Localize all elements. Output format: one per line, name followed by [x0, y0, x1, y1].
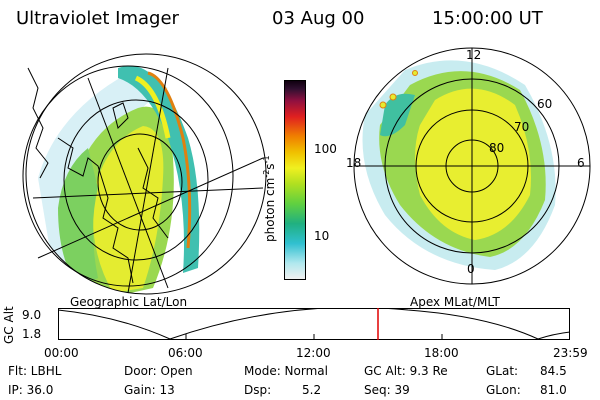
time-tick-0600: 06:00 — [168, 346, 203, 360]
dsp-value: 5.2 — [302, 383, 322, 397]
unit-mid: s — [263, 163, 277, 170]
dsp-label: Dsp: — [244, 383, 272, 397]
unit-exp1: -2 — [262, 169, 271, 178]
image-date: 03 Aug 00 — [272, 8, 365, 29]
time-tick-1800: 18:00 — [424, 346, 459, 360]
time-tick-1200: 12:00 — [296, 346, 331, 360]
mlat-label-60: 60 — [537, 97, 553, 111]
mlat-label-80: 80 — [489, 141, 505, 155]
mlt-label-18: 18 — [346, 156, 362, 170]
gain-readout: Gain: 13 — [124, 383, 175, 397]
altitude-timeline — [58, 308, 570, 340]
instrument-title: Ultraviolet Imager — [16, 8, 179, 29]
door-readout: Door: Open — [124, 364, 193, 378]
filter-readout: Flt: LBHL — [8, 364, 62, 378]
glat-value: 84.5 — [540, 364, 567, 378]
colorbar-unit-label: photon cm-2s-1 — [262, 155, 277, 242]
time-tick-0000: 00:00 — [44, 346, 79, 360]
colorbar-tick-10: 10 — [314, 229, 330, 243]
image-time: 15:00:00 UT — [432, 8, 543, 29]
mlt-label-0: 0 — [467, 262, 475, 276]
geographic-caption: Geographic Lat/Lon — [70, 295, 188, 309]
mlat-label-70: 70 — [514, 120, 530, 134]
seq-readout: Seq: 39 — [364, 383, 410, 397]
mlt-label-12: 12 — [466, 48, 482, 62]
apex-caption: Apex MLat/MLT — [410, 295, 500, 309]
altitude-ytick-low: 1.8 — [22, 327, 42, 341]
glon-value: 81.0 — [540, 383, 567, 397]
time-tick-2359: 23:59 — [553, 346, 588, 360]
intensity-colorbar — [284, 80, 306, 280]
geographic-image — [22, 53, 267, 295]
unit-exp2: -1 — [262, 155, 271, 164]
altitude-ytick-high: 9.0 — [22, 308, 42, 322]
glat-label: GLat: — [486, 364, 519, 378]
gc-alt-readout: GC Alt: 9.3 Re — [364, 364, 448, 378]
colorbar-tick-100: 100 — [314, 142, 337, 156]
ip-readout: IP: 36.0 — [8, 383, 54, 397]
polar-mlt-image — [353, 47, 591, 285]
altitude-curve — [58, 308, 570, 340]
glon-label: GLon: — [486, 383, 521, 397]
mode-readout: Mode: Normal — [244, 364, 328, 378]
altitude-ylabel: GC Alt — [2, 306, 16, 344]
mlt-label-6: 6 — [577, 156, 585, 170]
unit-main: photon cm — [263, 177, 277, 242]
